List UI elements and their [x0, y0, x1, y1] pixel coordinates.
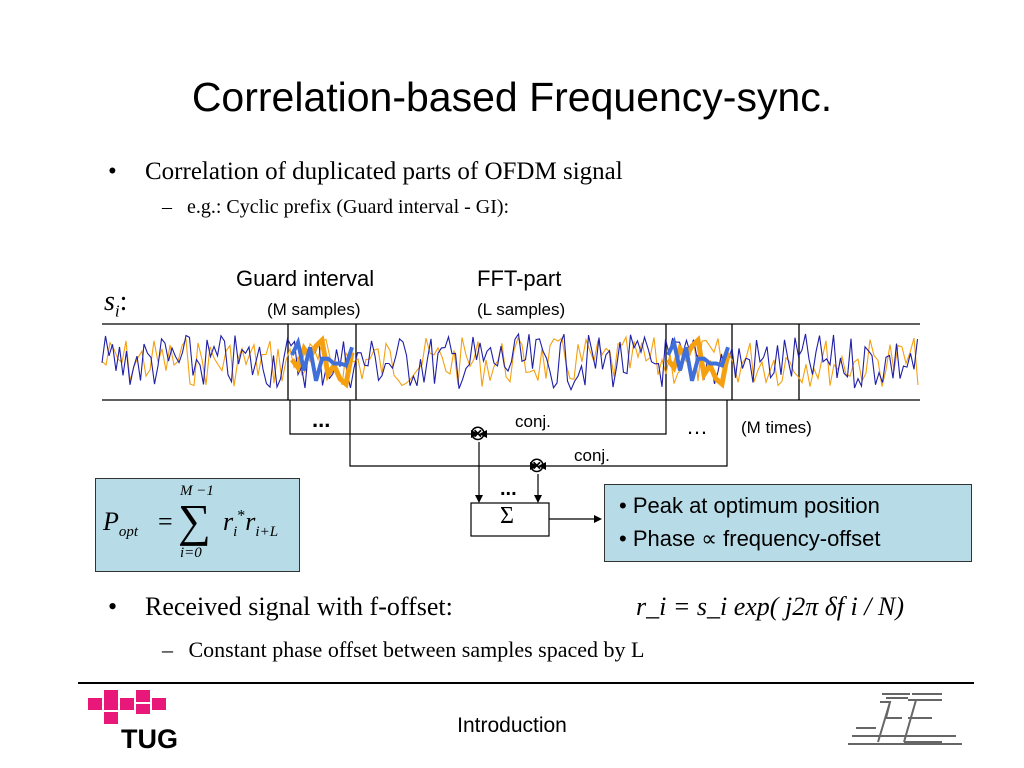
sigma-symbol: ∑ — [178, 495, 211, 546]
guard-interval-label: Guard interval — [236, 266, 375, 291]
sub-bullet-cyclic-prefix: – e.g.: Cyclic prefix (Guard interval - … — [162, 196, 509, 219]
signal-symbol: si: — [104, 286, 128, 321]
formula-box: Popt = M −1 ∑ i=0 ri*ri+L — [95, 478, 300, 572]
signal-waveform — [101, 332, 919, 392]
m-times-label: (M times) — [741, 418, 812, 437]
sub-bullet-marker: – — [162, 637, 173, 662]
institute-logo-icon — [848, 693, 962, 745]
fft-samples-label: (L samples) — [477, 300, 566, 319]
multiplier-2-icon: ⊗ — [528, 454, 546, 477]
sub-bullet-text: Constant phase offset between samples sp… — [188, 637, 645, 662]
sub-bullet-text: e.g.: Cyclic prefix (Guard interval - GI… — [187, 196, 510, 218]
tug-logo-text: TUG — [121, 724, 178, 754]
bullet-marker: • — [108, 592, 118, 621]
result-line-phase: • Phase ∝ frequency-offset — [619, 526, 881, 551]
tug-logo-icon — [88, 690, 166, 724]
page-title: Correlation-based Frequency-sync. — [191, 74, 833, 120]
bullet-text: Received signal with f-offset: — [145, 592, 453, 621]
result-box: • Peak at optimum position • Phase ∝ fre… — [604, 484, 972, 562]
sum-upper-limit: M −1 — [180, 483, 214, 499]
multiplier-1-icon: ⊗ — [469, 422, 487, 445]
sum-symbol: Σ — [500, 503, 514, 529]
sum-lower-limit: i=0 — [180, 545, 202, 561]
conj-label-1: conj. — [515, 412, 551, 431]
dots-left: ... — [312, 407, 331, 432]
footer-divider — [78, 682, 974, 684]
bullet-text: Correlation of duplicated parts of OFDM … — [145, 158, 623, 185]
sum-block — [470, 502, 550, 537]
formula-lhs: Popt — [103, 507, 139, 541]
received-formula: r_i = s_i exp( j2π δf i / N) — [636, 592, 904, 621]
fft-part-label: FFT-part — [477, 266, 562, 291]
guard-samples-label: (M samples) — [267, 300, 361, 319]
sub-bullet-marker: – — [162, 196, 172, 218]
conj-label-2: conj. — [574, 446, 610, 465]
bullet-marker: • — [108, 158, 117, 185]
dots-right: … — [686, 414, 708, 439]
dots-sum: ... — [500, 478, 517, 500]
formula-term: ri*ri+L — [223, 507, 279, 541]
footer-section-title: Introduction — [457, 714, 567, 737]
correlation-flow-lines — [289, 400, 728, 520]
result-line-peak: • Peak at optimum position — [619, 493, 880, 518]
formula-equals: = — [158, 507, 173, 536]
sub-bullet-phase-offset: – Constant phase offset between samples … — [162, 637, 644, 663]
